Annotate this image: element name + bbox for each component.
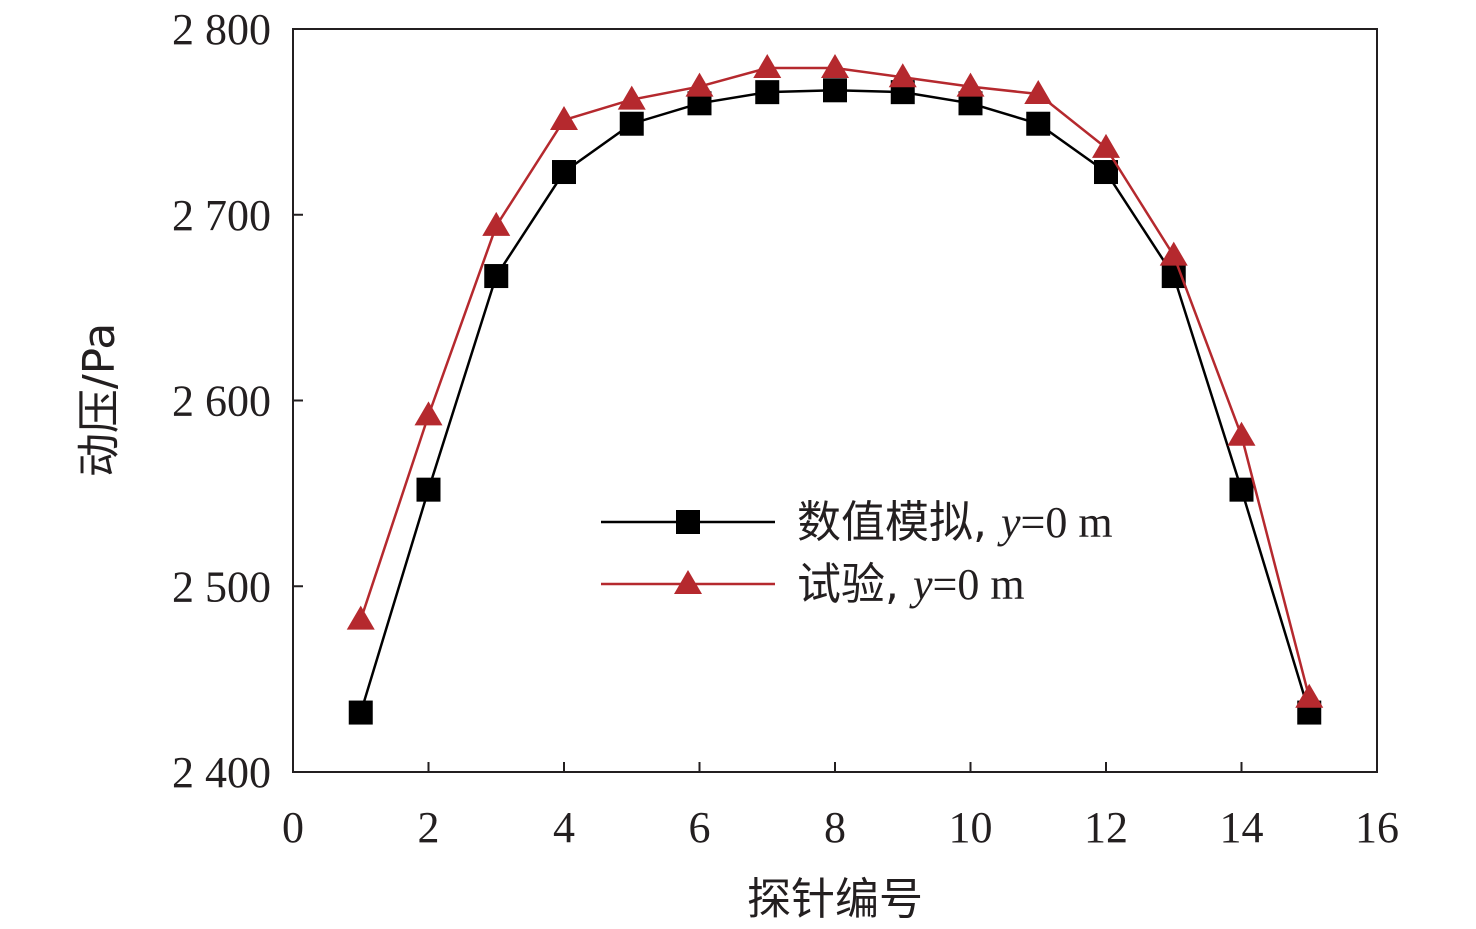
data-point: [1159, 241, 1188, 266]
data-point: [1229, 477, 1254, 502]
legend-item: 试验, y=0 m: [601, 559, 1025, 610]
x-axis-title: 探针编号: [747, 874, 923, 925]
data-point: [956, 72, 985, 97]
data-point: [550, 106, 578, 131]
data-point: [346, 605, 375, 630]
data-point: [617, 85, 646, 110]
data-point: [482, 211, 511, 236]
series-experiment: [346, 54, 1324, 708]
data-point: [1227, 421, 1256, 446]
legend: 数值模拟, y=0 m试验, y=0 m: [601, 497, 1113, 610]
data-point: [416, 477, 441, 502]
y-tick-label: 2 800: [172, 5, 271, 54]
legend-label-prefix: 数值模拟,: [797, 497, 1001, 548]
legend-label-prefix: 试验,: [797, 559, 913, 610]
y-tick-label: 2 400: [172, 748, 271, 797]
legend-marker: [676, 510, 700, 534]
data-point: [888, 63, 917, 88]
legend-label-var: y: [909, 560, 933, 609]
series-simulation: [348, 78, 1322, 725]
series-line: [359, 89, 1311, 713]
y-tick-label: 2 700: [172, 191, 271, 240]
legend-item: 数值模拟, y=0 m: [601, 497, 1113, 548]
x-tick-label: 16: [1355, 803, 1399, 852]
x-tick-label: 2: [418, 803, 440, 852]
x-axis: 0 2 4 6 8 10 12 14 16: [282, 762, 1399, 852]
data-point: [484, 264, 509, 289]
legend-label-var: y: [997, 498, 1021, 547]
legend-label: 数值模拟, y=0 m: [797, 497, 1113, 548]
data-point: [753, 54, 782, 79]
y-tick-label: 2 600: [172, 377, 271, 426]
data-point: [552, 160, 576, 185]
x-tick-label: 14: [1220, 803, 1264, 852]
data-point: [821, 54, 849, 79]
x-tick-label: 10: [949, 803, 993, 852]
y-axis: 2 400 2 500 2 600 2 700 2 800: [172, 5, 303, 797]
data-point: [755, 80, 780, 105]
data-point: [685, 72, 714, 97]
y-axis-title: 动压/Pa: [74, 323, 125, 477]
data-point: [348, 700, 373, 725]
legend-label-suffix: =0 m: [1021, 498, 1113, 547]
y-tick-label: 2 500: [172, 562, 271, 611]
data-point: [1024, 80, 1053, 105]
data-point: [823, 78, 847, 103]
x-tick-label: 4: [553, 803, 575, 852]
x-tick-label: 6: [689, 803, 711, 852]
data-point: [1295, 683, 1324, 708]
data-point: [619, 111, 644, 136]
x-tick-label: 0: [282, 803, 304, 852]
legend-label-suffix: =0 m: [933, 560, 1025, 609]
data-point: [1026, 111, 1051, 136]
x-tick-label: 8: [824, 803, 846, 852]
legend-marker: [674, 570, 702, 594]
series-layer: [346, 54, 1324, 725]
legend-label: 试验, y=0 m: [797, 559, 1025, 610]
data-point: [1092, 133, 1120, 158]
data-point: [1094, 160, 1118, 185]
x-tick-label: 12: [1084, 803, 1128, 852]
data-point: [414, 401, 443, 426]
